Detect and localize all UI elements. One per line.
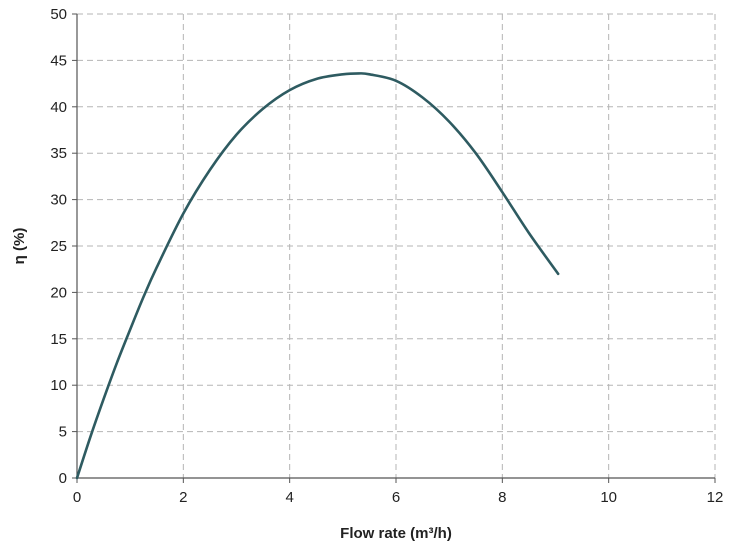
y-tick-label: 25 bbox=[50, 238, 67, 255]
y-tick-label: 10 bbox=[50, 377, 67, 394]
x-tick-label: 8 bbox=[498, 489, 506, 506]
y-tick-label: 0 bbox=[59, 470, 67, 487]
series-layer bbox=[75, 72, 560, 480]
axes bbox=[72, 13, 716, 483]
y-tick-label: 15 bbox=[50, 331, 67, 348]
grid bbox=[77, 13, 716, 478]
y-tick-label: 20 bbox=[50, 284, 67, 301]
y-tick-label: 50 bbox=[50, 6, 67, 23]
y-tick-label: 5 bbox=[59, 424, 67, 441]
x-tick-label: 10 bbox=[600, 489, 617, 506]
x-tick-labels: 0 2 4 6 8 10 12 bbox=[73, 489, 724, 506]
x-tick-label: 2 bbox=[179, 489, 187, 506]
y-tick-labels: 0 5 10 15 20 25 30 35 40 45 50 bbox=[50, 6, 67, 487]
y-tick-label: 30 bbox=[50, 192, 67, 209]
y-tick-label: 45 bbox=[50, 52, 67, 69]
x-tick-label: 0 bbox=[73, 489, 81, 506]
y-tick-label: 35 bbox=[50, 145, 67, 162]
x-tick-label: 4 bbox=[285, 489, 293, 506]
x-axis-title: Flow rate (m³/h) bbox=[340, 525, 452, 542]
y-axis-title: η (%) bbox=[11, 228, 28, 265]
y-tick-label: 40 bbox=[50, 99, 67, 116]
series-line-0 bbox=[75, 72, 560, 480]
x-tick-label: 12 bbox=[707, 489, 724, 506]
x-tick-label: 6 bbox=[392, 489, 400, 506]
